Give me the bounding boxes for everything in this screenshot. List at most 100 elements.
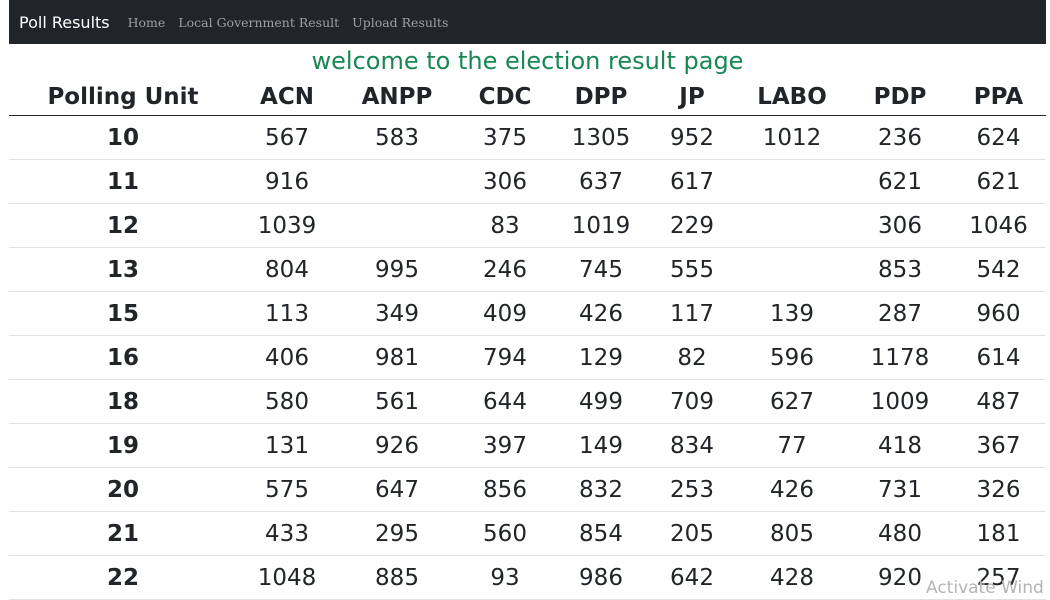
result-cell: 253 [649, 467, 735, 512]
result-cell: 82 [649, 335, 735, 380]
nav-link-upload-results[interactable]: Upload Results [352, 14, 449, 30]
result-cell: 480 [849, 511, 951, 556]
result-cell: 981 [337, 335, 457, 380]
result-cell: 83 [457, 203, 553, 248]
result-cell: 149 [553, 423, 649, 468]
result-cell: 854 [553, 511, 649, 556]
result-cell: 920 [849, 555, 951, 600]
result-cell: 885 [337, 555, 457, 600]
result-cell: 409 [457, 291, 553, 336]
table-row: 18 580 561 644 499 709 627 1009 487 [9, 379, 1046, 424]
polling-unit-cell: 13 [9, 247, 237, 292]
result-cell: 617 [649, 159, 735, 204]
result-cell: 139 [735, 291, 849, 336]
result-cell: 246 [457, 247, 553, 292]
result-cell: 1039 [237, 203, 337, 248]
result-cell: 621 [849, 159, 951, 204]
polling-unit-cell: 22 [9, 555, 237, 600]
result-cell: 580 [237, 379, 337, 424]
result-cell: 647 [337, 467, 457, 512]
result-cell [337, 203, 457, 248]
result-cell: 77 [735, 423, 849, 468]
column-header: CDC [457, 78, 553, 116]
result-cell: 627 [735, 379, 849, 424]
result-cell: 487 [951, 379, 1046, 424]
result-cell: 731 [849, 467, 951, 512]
result-cell: 555 [649, 247, 735, 292]
result-cell: 794 [457, 335, 553, 380]
column-header: PDP [849, 78, 951, 116]
result-cell: 916 [237, 159, 337, 204]
result-cell: 642 [649, 555, 735, 600]
result-cell: 93 [457, 555, 553, 600]
result-cell: 561 [337, 379, 457, 424]
result-cell: 295 [337, 511, 457, 556]
result-cell: 1009 [849, 379, 951, 424]
column-header: PPA [951, 78, 1046, 116]
result-cell: 397 [457, 423, 553, 468]
result-cell: 834 [649, 423, 735, 468]
result-cell: 596 [735, 335, 849, 380]
polling-unit-cell: 18 [9, 379, 237, 424]
result-cell: 805 [735, 511, 849, 556]
column-header: DPP [553, 78, 649, 116]
nav-link-home[interactable]: Home [127, 14, 166, 30]
result-cell: 418 [849, 423, 951, 468]
polling-unit-cell: 11 [9, 159, 237, 204]
table-header-row: Polling Unit ACN ANPP CDC DPP JP LABO PDP PPA [9, 78, 1046, 116]
result-cell: 1178 [849, 335, 951, 380]
polling-unit-cell: 10 [9, 115, 237, 160]
result-cell: 1019 [553, 203, 649, 248]
result-cell [735, 159, 849, 204]
result-cell: 499 [553, 379, 649, 424]
result-cell: 575 [237, 467, 337, 512]
result-cell: 995 [337, 247, 457, 292]
result-cell: 542 [951, 247, 1046, 292]
result-cell: 1305 [553, 115, 649, 160]
result-cell: 428 [735, 555, 849, 600]
result-cell: 131 [237, 423, 337, 468]
result-cell: 367 [951, 423, 1046, 468]
result-cell: 853 [849, 247, 951, 292]
result-cell: 433 [237, 511, 337, 556]
table-row: 19 131 926 397 149 834 77 418 367 [9, 423, 1046, 468]
result-cell: 926 [337, 423, 457, 468]
result-cell: 832 [553, 467, 649, 512]
table-row: 21 433 295 560 854 205 805 480 181 [9, 511, 1046, 556]
result-cell: 129 [553, 335, 649, 380]
polling-unit-cell: 19 [9, 423, 237, 468]
table-row: 13 804 995 246 745 555 853 542 [9, 247, 1046, 292]
table-row: 20 575 647 856 832 253 426 731 326 [9, 467, 1046, 512]
column-header: LABO [735, 78, 849, 116]
result-cell: 637 [553, 159, 649, 204]
column-header: ANPP [337, 78, 457, 116]
result-cell: 745 [553, 247, 649, 292]
result-cell: 306 [457, 159, 553, 204]
result-cell: 181 [951, 511, 1046, 556]
table-row: 12 1039 83 1019 229 306 1046 [9, 203, 1046, 248]
result-cell: 560 [457, 511, 553, 556]
result-cell: 583 [337, 115, 457, 160]
polling-unit-cell: 15 [9, 291, 237, 336]
result-cell: 306 [849, 203, 951, 248]
column-header: ACN [237, 78, 337, 116]
result-cell: 1012 [735, 115, 849, 160]
result-cell: 960 [951, 291, 1046, 336]
result-cell: 287 [849, 291, 951, 336]
result-cell: 644 [457, 379, 553, 424]
result-cell: 621 [951, 159, 1046, 204]
result-cell: 567 [237, 115, 337, 160]
result-cell: 952 [649, 115, 735, 160]
nav-link-local-government-result[interactable]: Local Government Result [178, 14, 340, 30]
result-cell: 375 [457, 115, 553, 160]
result-cell [337, 159, 457, 204]
result-cell: 1048 [237, 555, 337, 600]
column-header: JP [649, 78, 735, 116]
result-cell: 426 [553, 291, 649, 336]
result-cell: 856 [457, 467, 553, 512]
polling-unit-cell: 20 [9, 467, 237, 512]
result-cell [735, 247, 849, 292]
navbar-brand[interactable]: Poll Results [19, 12, 110, 32]
result-cell: 326 [951, 467, 1046, 512]
result-cell: 205 [649, 511, 735, 556]
